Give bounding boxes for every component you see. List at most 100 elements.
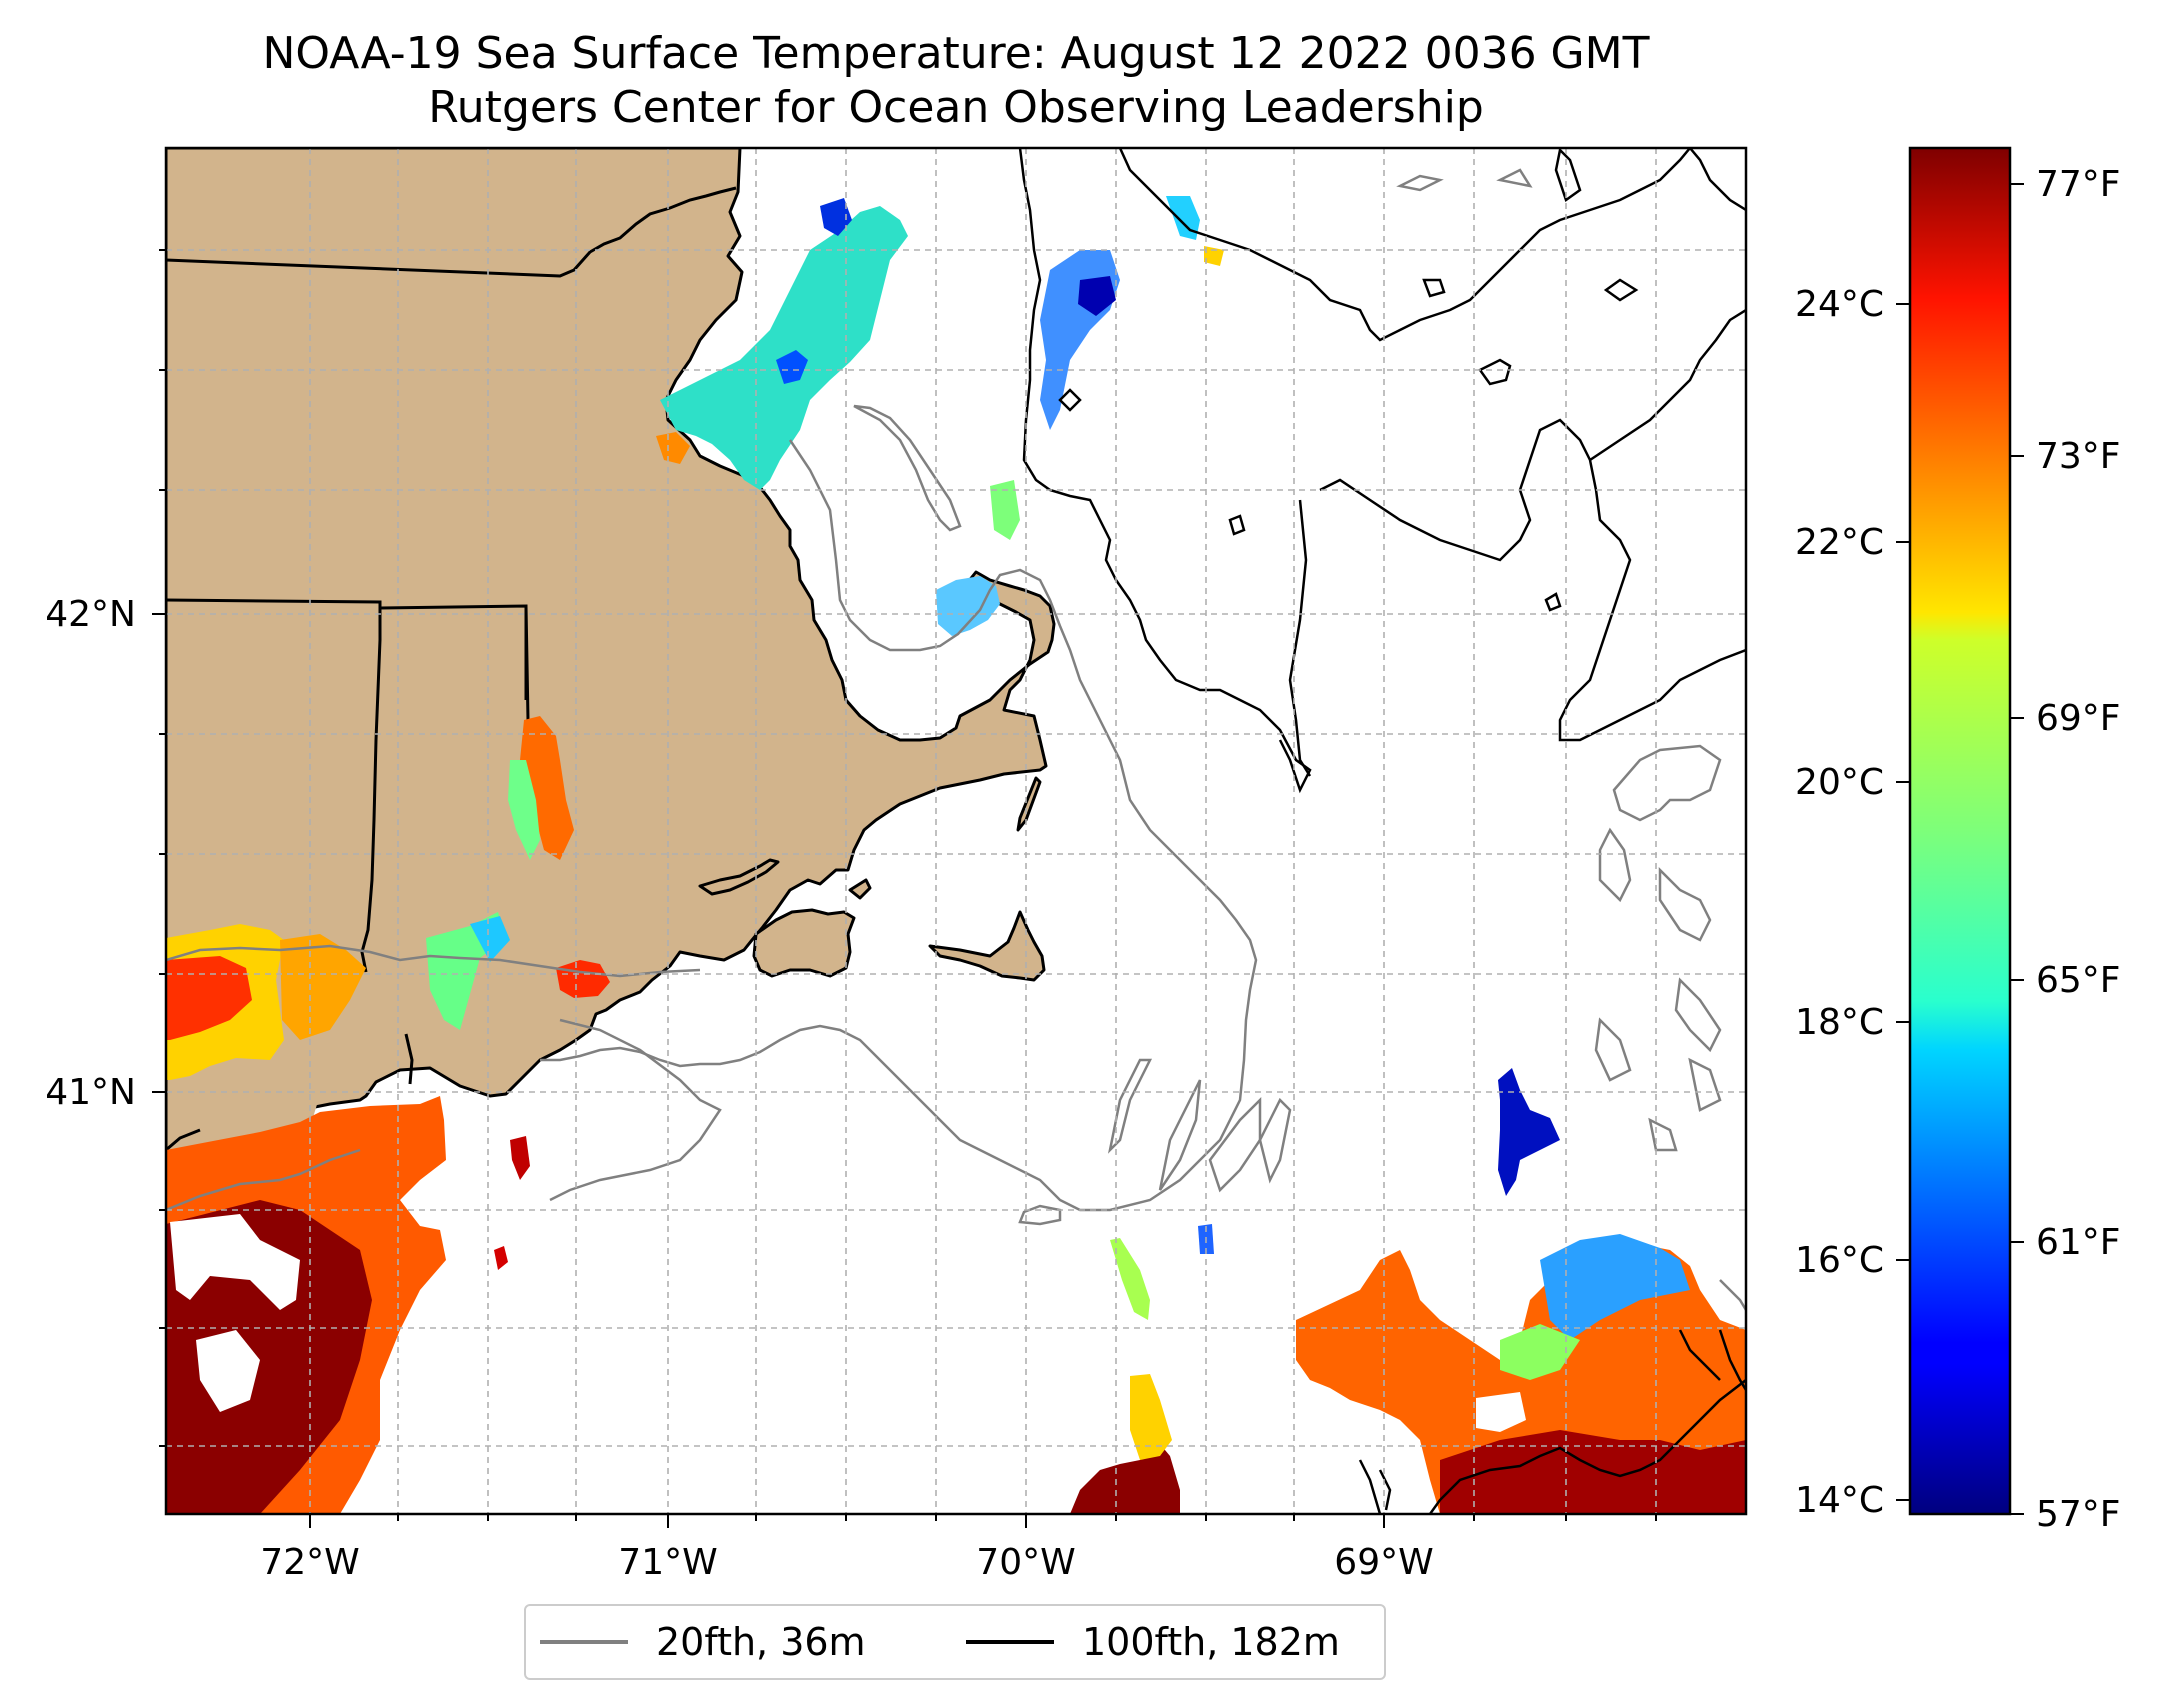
sst-patch-boston-harbor (656, 432, 690, 464)
shelf-break-isobath-east (1718, 1329, 1746, 1391)
georges-isobath-north (1612, 744, 1722, 822)
sst-patch-narragansett (520, 716, 574, 860)
sst-patch-gap-2 (196, 1330, 260, 1412)
sst-patch-georges-blue (1498, 1068, 1560, 1196)
nantucket-shoal-isobath-4 (1258, 1097, 1292, 1184)
sst-patch-stellwagen-dark (1078, 276, 1116, 316)
small-island (848, 878, 872, 900)
ri-border-south (404, 1033, 414, 1085)
colorbar-fahrenheit-label: 65°F (2036, 960, 2121, 1001)
colorbar-fahrenheit-label: 73°F (2036, 436, 2121, 477)
ct-ri-border (360, 602, 382, 973)
sst-patch-gap-1 (170, 1214, 300, 1310)
gom-ledge-6 (1603, 278, 1639, 302)
lon-tick-label: 69°W (1334, 1542, 1433, 1583)
marthas-vineyard (752, 908, 856, 978)
sst-patch-gom-north-2 (1204, 246, 1224, 266)
colorbar-celsius-label: 22°C (1795, 522, 1884, 563)
sst-patch-southeast-green (1500, 1324, 1580, 1380)
shelf-break-isobath-2 (1678, 1329, 1721, 1381)
elizabeth-islands (698, 858, 780, 896)
sst-patch-south-green-strip (1110, 1238, 1150, 1320)
nantucket (928, 910, 1046, 982)
gom-ledge-1 (1478, 358, 1512, 386)
gom-ledge-5 (1554, 148, 1582, 203)
colorbar-celsius-label: 24°C (1795, 284, 1884, 325)
gom-isobath-1 (1396, 174, 1444, 192)
canyon-isobath-2 (1378, 1469, 1392, 1511)
map-frame (164, 146, 1748, 1516)
sst-patch-mass-bay-blue (776, 350, 808, 384)
sst-patch-south-red-specks-2 (494, 1246, 508, 1270)
legend-line-black (966, 1640, 1054, 1644)
lat-tick-label: 42°N (45, 594, 136, 635)
sst-patch-mass-bay (660, 206, 908, 490)
colorbar-fahrenheit-ticks (2010, 183, 2024, 1515)
colorbar-celsius-label: 18°C (1795, 1002, 1884, 1043)
sst-patch-southeast-cool (1540, 1234, 1690, 1340)
axis-ticks (152, 249, 1657, 1528)
nantucket-shoal-isobath-1 (1107, 1058, 1153, 1154)
lon-tick-label: 70°W (976, 1542, 1075, 1583)
sst-patch-south-yellow (1130, 1374, 1172, 1460)
colorbar-celsius-label: 16°C (1795, 1240, 1884, 1281)
legend-entry-20fth: 20fth, 36m (540, 1620, 866, 1664)
gulf-of-maine-isobath (1018, 148, 1312, 794)
gom-ledge-7 (1058, 388, 1082, 412)
ny-ct-border (166, 1128, 201, 1152)
gom-ledge-4 (1422, 278, 1446, 298)
legend-label: 100fth, 182m (1082, 1620, 1340, 1664)
colorbar-celsius-ticks (1896, 303, 1910, 1501)
georges-isobath-3 (1674, 977, 1722, 1053)
stellwagen-isobath (853, 404, 962, 532)
nantucket-shoal-isobath-2 (1158, 1079, 1202, 1191)
colorbar-fahrenheit-label: 57°F (2036, 1494, 2121, 1535)
sst-patch-ri-sound-blue (470, 916, 510, 962)
georges-isobath-1 (1658, 866, 1712, 942)
canyon-isobath-1 (1358, 1459, 1382, 1514)
map-title: NOAA-19 Sea Surface Temperature: August … (262, 28, 1650, 79)
map-gridlines (166, 148, 1746, 1514)
gom-basin-isobath-west (1288, 499, 1312, 777)
lon-tick-label: 72°W (260, 1542, 359, 1583)
map-subtitle: Rutgers Center for Ocean Observing Leade… (428, 82, 1484, 133)
nh-ma-border (166, 186, 737, 278)
georges-isobath-4 (1688, 1057, 1722, 1112)
colorbar-gradient (1908, 146, 2012, 1516)
shoal-isobath-small (1018, 1204, 1062, 1226)
legend-label: 20fth, 36m (656, 1620, 866, 1664)
lat-tick-label: 41°N (45, 1072, 136, 1113)
gom-ledge-3 (1544, 592, 1562, 612)
sst-patch-gom-north (1166, 196, 1200, 240)
gom-ne-isobath (1689, 148, 1746, 212)
colorbar-celsius-label: 14°C (1795, 1480, 1884, 1521)
sst-patch-south-red-specks (510, 1136, 530, 1180)
lon-tick-label: 71°W (618, 1542, 717, 1583)
sst-patch-southeast-gap (1476, 1392, 1526, 1432)
block-island-isobath (549, 1018, 722, 1202)
sst-patch-cape-cod-bay (936, 576, 1000, 636)
legend-entry-100fth: 100fth, 182m (966, 1620, 1340, 1664)
gom-basin-isobath (1319, 418, 1746, 742)
long-island-isobath (166, 1148, 361, 1212)
sst-patch-south-hot (1070, 1444, 1180, 1514)
shelf-break-isobath (1428, 1379, 1746, 1514)
colorbar-fahrenheit-label: 77°F (2036, 164, 2121, 205)
sst-patch-mass-bay-blue-2 (820, 198, 852, 236)
map-panel: #fig [data-name="mainland-landmass"], #f… (45, 146, 1748, 1583)
monomoy-island (1016, 776, 1042, 832)
isobath-legend: 20fth, 36m 100fth, 182m (524, 1604, 1386, 1680)
cape-isobath (540, 439, 1258, 1212)
isobath-100fth (1018, 148, 1746, 1514)
sst-patch-coast-red (166, 956, 252, 1040)
gom-east-isobath (1589, 308, 1746, 462)
sst-patch-narragansett-green (508, 760, 540, 860)
mainland-landmass (166, 148, 1056, 1152)
sst-patch-cape-cod-bay-green (990, 480, 1020, 540)
georges-isobath-6 (1648, 1117, 1678, 1152)
georges-isobath-7 (1719, 1279, 1746, 1311)
colorbar-celsius-label: 20°C (1795, 762, 1884, 803)
georges-isobath-2 (1598, 827, 1632, 903)
sst-patch-southwest-hot (166, 1200, 372, 1514)
